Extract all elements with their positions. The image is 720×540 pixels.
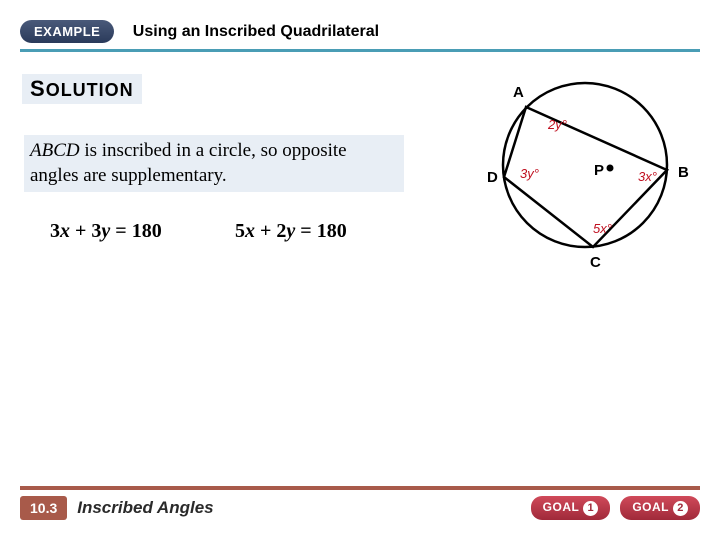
footer-title: Inscribed Angles	[77, 498, 213, 518]
goal-1-badge[interactable]: GOAL1	[531, 496, 611, 520]
goal-2-badge[interactable]: GOAL2	[620, 496, 700, 520]
page-title: Using an Inscribed Quadrilateral	[133, 23, 379, 41]
svg-text:A: A	[513, 84, 524, 101]
svg-text:D: D	[487, 169, 498, 186]
header: EXAMPLE Using an Inscribed Quadrilateral	[20, 20, 700, 52]
circle-diagram: A B C D P 2y° 3y° 3x° 5x°	[460, 55, 710, 275]
equation-1: 3x + 3y = 180	[50, 220, 162, 243]
body-text: ABCD is inscribed in a circle, so opposi…	[24, 135, 404, 192]
svg-text:P: P	[594, 162, 604, 179]
svg-text:2y°: 2y°	[547, 117, 567, 132]
svg-text:5x°: 5x°	[593, 221, 612, 236]
example-badge: EXAMPLE	[20, 20, 114, 43]
svg-text:B: B	[678, 164, 689, 181]
solution-label: SOLUTION	[22, 74, 142, 104]
goals: GOAL1 GOAL2	[531, 496, 700, 520]
header-divider	[20, 49, 700, 52]
svg-text:3y°: 3y°	[520, 166, 539, 181]
section-badge: 10.3	[20, 496, 67, 520]
footer: 10.3 Inscribed Angles GOAL1 GOAL2	[20, 486, 700, 522]
svg-text:C: C	[590, 254, 601, 271]
svg-text:3x°: 3x°	[638, 169, 657, 184]
equation-2: 5x + 2y = 180	[235, 220, 347, 243]
